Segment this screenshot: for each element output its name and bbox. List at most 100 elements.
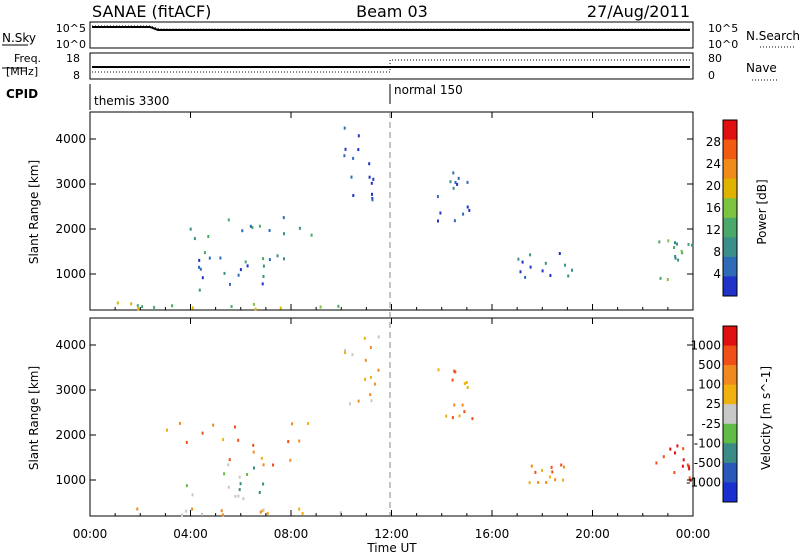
data-cell — [283, 232, 285, 236]
data-cell — [551, 470, 554, 474]
data-cell — [298, 226, 301, 230]
data-cell — [688, 467, 691, 471]
colorbar-tick-label: 100 — [698, 378, 721, 392]
data-cell — [562, 465, 565, 469]
y-tick-label: 1000 — [55, 473, 86, 487]
x-tick-label: 20:00 — [575, 527, 610, 541]
freq-left-label-1: Freq. — [14, 52, 41, 65]
data-cell — [562, 478, 564, 482]
colorbar-segment — [723, 423, 737, 444]
data-cell — [237, 494, 240, 498]
beam-title: Beam 03 — [356, 2, 428, 21]
data-cell — [370, 399, 373, 403]
colorbar-segment — [723, 217, 737, 238]
data-cell — [530, 464, 533, 468]
colorbar-tick-label: 8 — [713, 245, 721, 259]
data-cell — [453, 219, 456, 223]
power-cells — [116, 126, 694, 311]
colorbar-tick-label: -100 — [694, 436, 721, 450]
data-cell — [454, 370, 457, 374]
data-cell — [279, 306, 282, 310]
colorbar-tick-label: -25 — [701, 417, 721, 431]
sky-right-label: N.Search — [746, 29, 800, 43]
data-cell — [116, 301, 119, 305]
velocity-panel-frame — [89, 317, 694, 517]
data-cell — [437, 219, 439, 223]
data-cell — [350, 175, 353, 179]
freq-right-tick-top: 80 — [708, 52, 722, 65]
data-cell — [677, 258, 680, 262]
data-cell — [560, 463, 563, 467]
data-cell — [207, 235, 210, 238]
colorbar-frame — [722, 119, 738, 297]
power-y-ticks: 1000 2000 3000 4000 — [55, 132, 693, 281]
data-cell — [252, 450, 255, 454]
data-cell — [252, 302, 255, 306]
data-cell — [251, 226, 254, 229]
data-cell — [268, 258, 271, 262]
data-cell — [674, 241, 676, 245]
data-cell — [221, 513, 224, 517]
colorbar-segment — [723, 462, 737, 483]
sky-noise-trace — [92, 26, 690, 31]
data-cell — [289, 458, 292, 462]
data-cell — [201, 431, 204, 435]
data-cell — [254, 307, 257, 311]
data-cell — [223, 271, 226, 275]
data-cell — [262, 463, 265, 467]
data-cell — [463, 382, 466, 386]
data-cell — [371, 192, 373, 196]
data-cell — [549, 274, 552, 277]
cpid-segment-1: themis 3300 — [94, 94, 169, 108]
colorbar-tick-label: 12 — [706, 223, 721, 237]
data-cell — [262, 508, 265, 512]
power-y-axis-label: Slant Range [km] — [27, 160, 41, 264]
data-cell — [680, 249, 683, 253]
data-cell — [337, 304, 340, 308]
data-cell — [343, 126, 346, 130]
sky-right-tick-top: 10^5 — [708, 22, 738, 35]
data-cell — [227, 218, 230, 222]
data-cell — [439, 211, 442, 215]
data-cell — [220, 509, 223, 513]
data-cell — [298, 439, 301, 443]
colorbar-tick-label: 28 — [706, 135, 721, 149]
data-cell — [261, 282, 264, 286]
data-cell — [242, 497, 245, 501]
data-cell — [237, 273, 240, 277]
freq-left-label-2: [MHz] — [6, 65, 38, 78]
velocity-panel: 1000 2000 3000 4000 Slant Range [km] 1000 50… — [27, 317, 773, 517]
freq-panel: Freq. [MHz] 18 8 80 0 Nave — [2, 52, 778, 82]
data-cell — [466, 386, 469, 389]
colorbar-segment — [723, 256, 737, 277]
data-cell — [461, 403, 464, 407]
colorbar-segment — [723, 443, 737, 464]
data-cell — [541, 269, 544, 273]
data-cell — [554, 478, 557, 482]
data-cell — [153, 305, 156, 309]
data-cell — [344, 348, 346, 352]
data-cell — [352, 194, 355, 197]
velocity-y-axis-label: Slant Range [km] — [27, 366, 41, 470]
colorbar-tick-label: 25 — [706, 397, 721, 411]
power-panel-frame — [89, 111, 694, 311]
x-tick-label: 04:00 — [173, 527, 208, 541]
data-cell — [227, 485, 230, 489]
data-cell — [466, 205, 469, 209]
data-cell — [191, 507, 194, 511]
velocity-y-ticks: 1000 2000 3000 4000 — [55, 338, 693, 487]
data-cell — [239, 482, 242, 486]
data-cell — [198, 288, 201, 292]
data-cell — [371, 198, 374, 202]
data-cell — [208, 256, 211, 260]
data-cell — [260, 456, 263, 460]
data-cell — [364, 377, 366, 381]
data-cell — [370, 181, 373, 185]
data-cell — [564, 263, 566, 267]
data-cell — [203, 251, 206, 255]
data-cell — [369, 346, 372, 349]
data-cell — [136, 304, 139, 308]
y-tick-label: 2000 — [55, 428, 86, 442]
data-cell — [261, 509, 264, 513]
